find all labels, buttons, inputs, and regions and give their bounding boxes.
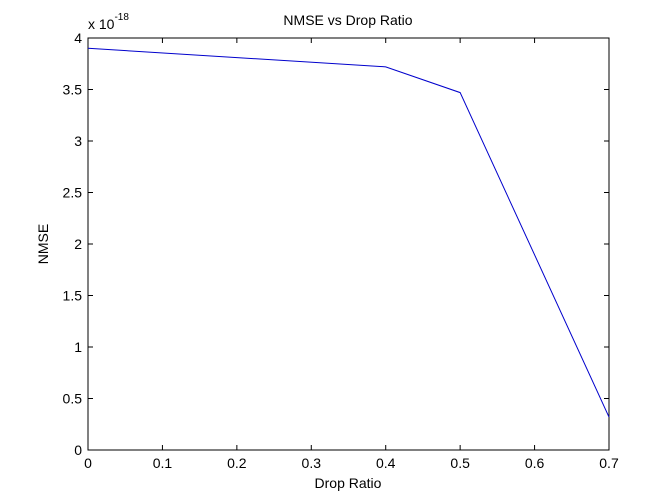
- series-line: [87, 47, 610, 418]
- x-tick-label: 0.1: [153, 455, 173, 471]
- y-multiplier-base: x 10: [88, 16, 115, 32]
- axis-ticks: 0 0.1 0.2 0.3 0.4 0.5 0.6 0.7 0 0.5 1 1.5 2 2.5 3 3.5 4: [63, 30, 619, 471]
- y-tick-label: 0.5: [63, 391, 83, 407]
- plot-area: [87, 37, 610, 451]
- x-tick-label: 0.7: [599, 455, 619, 471]
- y-tick-label: 2: [74, 236, 82, 252]
- x-axis-label: Drop Ratio: [315, 475, 382, 491]
- y-tick-label: 1.5: [63, 288, 83, 304]
- x-tick-label: 0: [84, 455, 92, 471]
- series-layer: [87, 47, 610, 418]
- y-tick-label: 2.5: [63, 185, 83, 201]
- y-tick-label: 0: [74, 442, 82, 458]
- x-tick-label: 0.2: [227, 455, 247, 471]
- x-tick-label: 0.5: [450, 455, 470, 471]
- x-tick-label: 0.3: [302, 455, 322, 471]
- y-tick-label: 3: [74, 133, 82, 149]
- y-multiplier-exponent: -18: [114, 12, 129, 23]
- chart-title: NMSE vs Drop Ratio: [283, 12, 412, 28]
- x-tick-label: 0.6: [525, 455, 545, 471]
- x-tick-label: 0.4: [376, 455, 396, 471]
- y-tick-label: 3.5: [63, 82, 83, 98]
- y-axis-label: NMSE: [35, 224, 51, 264]
- y-tick-label: 1: [74, 339, 82, 355]
- y-multiplier: x 10-18: [88, 12, 129, 32]
- y-tick-label: 4: [74, 30, 82, 46]
